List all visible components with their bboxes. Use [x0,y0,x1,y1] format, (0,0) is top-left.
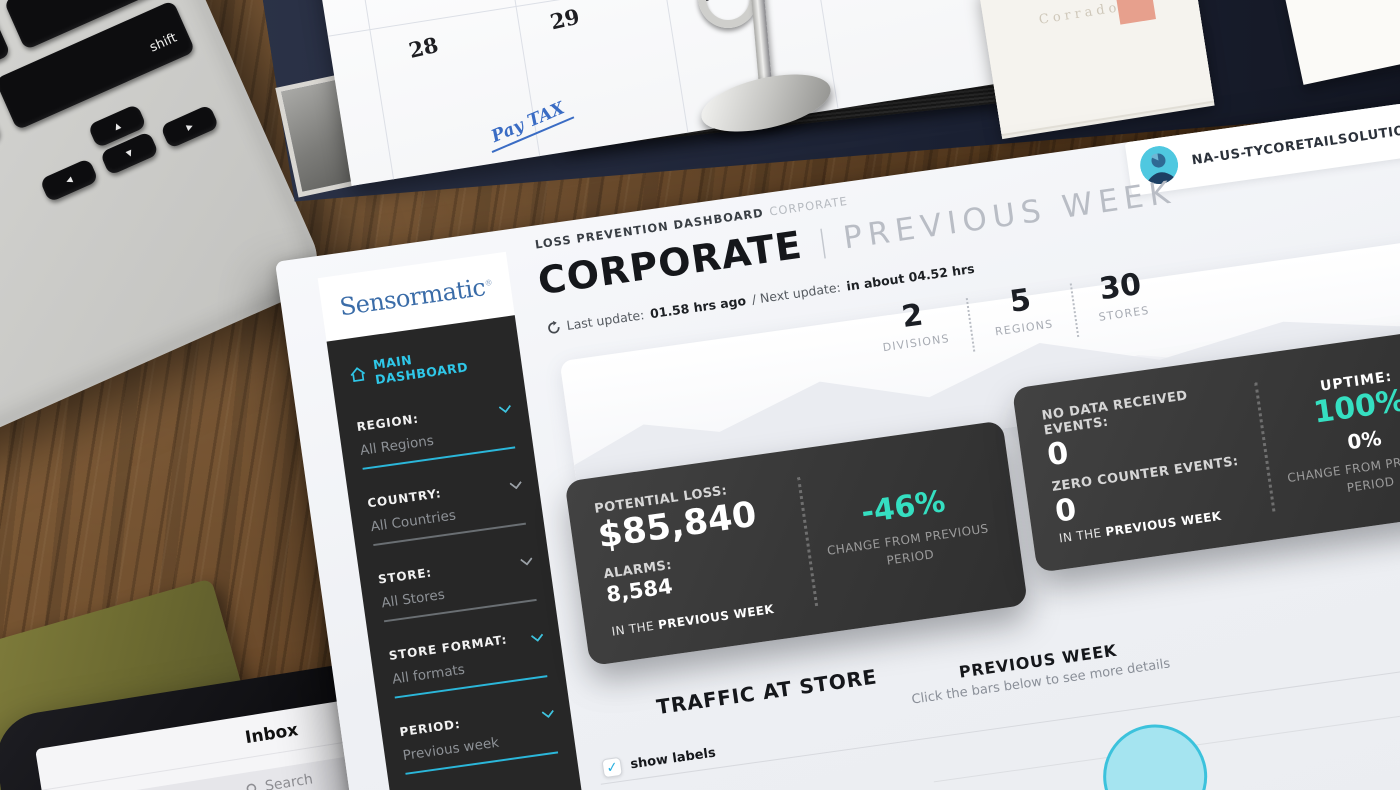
chevron-down-icon[interactable] [509,476,522,489]
stat-regions: 5 REGIONS [968,280,1076,342]
chevron-down-icon[interactable] [519,552,533,566]
title-separator: | [815,223,831,260]
loss-change-value: -46% [859,483,948,531]
stat-stores-label: STORES [1097,303,1151,324]
main-dashboard-label: MAIN DASHBOARD [372,351,469,388]
show-labels-toggle[interactable]: ✓ show labels [601,744,717,779]
filter-country-label: COUNTRY: [366,486,443,511]
keyboard-key-arrow-right: ▶ [159,104,220,149]
stat-regions-label: REGIONS [994,317,1055,339]
stat-stores: 30 STORES [1071,266,1172,327]
registered-mark: ® [483,278,493,288]
sensormatic-logo: Sensormatic® [337,273,493,322]
phone-screen: Inbox Edit Search [35,675,555,790]
dotted-separator [797,477,819,607]
phone-search-placeholder: Search [264,771,315,790]
last-update-value: 01.58 hrs ago [649,292,747,322]
title-period: PREVIOUS WEEK [841,174,1178,257]
traffic-chart-bubble[interactable] [1096,717,1214,790]
home-icon [350,367,366,383]
filter-period-label: PERIOD: [398,716,462,740]
uptime-change-value: 0% [1345,425,1383,454]
stat-regions-value: 5 [1007,282,1034,320]
filter-country[interactable]: COUNTRY: All Countries [366,475,526,547]
sidebar-item-main-dashboard[interactable]: MAIN DASHBOARD [347,339,504,390]
stat-divisions-label: DIVISIONS [881,331,951,355]
keyboard-key-arrow-left: ◀ [39,157,99,203]
main-content: LOSS PREVENTION DASHBOARD CORPORATE CORPO… [523,76,1400,790]
uptime-change-caption: CHANGE FROM PREVIOUS PERIOD [1286,448,1400,495]
calendar-date: 28 [406,32,441,63]
chevron-down-icon[interactable] [530,628,544,642]
account-strip[interactable]: NA-US-TYCORETAILSOLUTIONS [1124,75,1400,197]
calendar-date: 29 [547,3,582,35]
next-update-value: in about 04.52 hrs [845,260,976,294]
search-icon [246,783,260,790]
stat-divisions-value: 2 [899,297,926,336]
sidebar: MAIN DASHBOARD REGION: All Regions COUNT… [326,315,631,790]
traffic-section-heading: TRAFFIC AT STORE [655,664,879,720]
filter-store[interactable]: STORE: All Stores [377,551,537,623]
phone-search-bar: Search [61,733,498,790]
next-update-label: / Next update: [750,279,842,307]
filter-region-label: REGION: [355,411,420,435]
paper-embossed-label: Corrado [1037,0,1122,28]
loss-period-note: IN THE PREVIOUS WEEK [610,602,775,639]
filter-store-format[interactable]: STORE FORMAT: All formats [388,628,548,699]
keyboard-key-blank [0,86,2,166]
update-status: Last update: 01.58 hrs ago / Next update… [546,260,976,336]
breadcrumb-current: CORPORATE [768,193,849,219]
last-update-label: Last update: [565,307,646,333]
filter-period[interactable]: PERIOD: Previous week [398,704,559,775]
smartphone: Inbox Edit Search [0,632,606,790]
calendar-gridline [635,0,689,133]
stat-divisions: 2 DIVISIONS [855,294,972,357]
filter-region[interactable]: REGION: All Regions [355,399,516,470]
loss-change-caption: CHANGE FROM PREVIOUS PERIOD [826,520,990,568]
dashboard-sheet: NA-US-TYCORETAILSOLUTIONS Sensormatic® M… [275,75,1400,790]
checkbox-checked-icon[interactable]: ✓ [601,756,623,779]
keyboard-keys: enter return shift ▲ ▼ ◀ ▶ [0,0,260,256]
filter-store-label: STORE: [377,565,433,587]
dotted-separator [1254,382,1276,512]
chevron-down-icon[interactable] [498,400,512,413]
refresh-icon[interactable] [546,319,562,335]
stat-stores-value: 30 [1097,266,1144,308]
chevron-down-icon[interactable] [541,705,555,718]
calendar-handwritten-note: Pay TAX [483,95,575,153]
